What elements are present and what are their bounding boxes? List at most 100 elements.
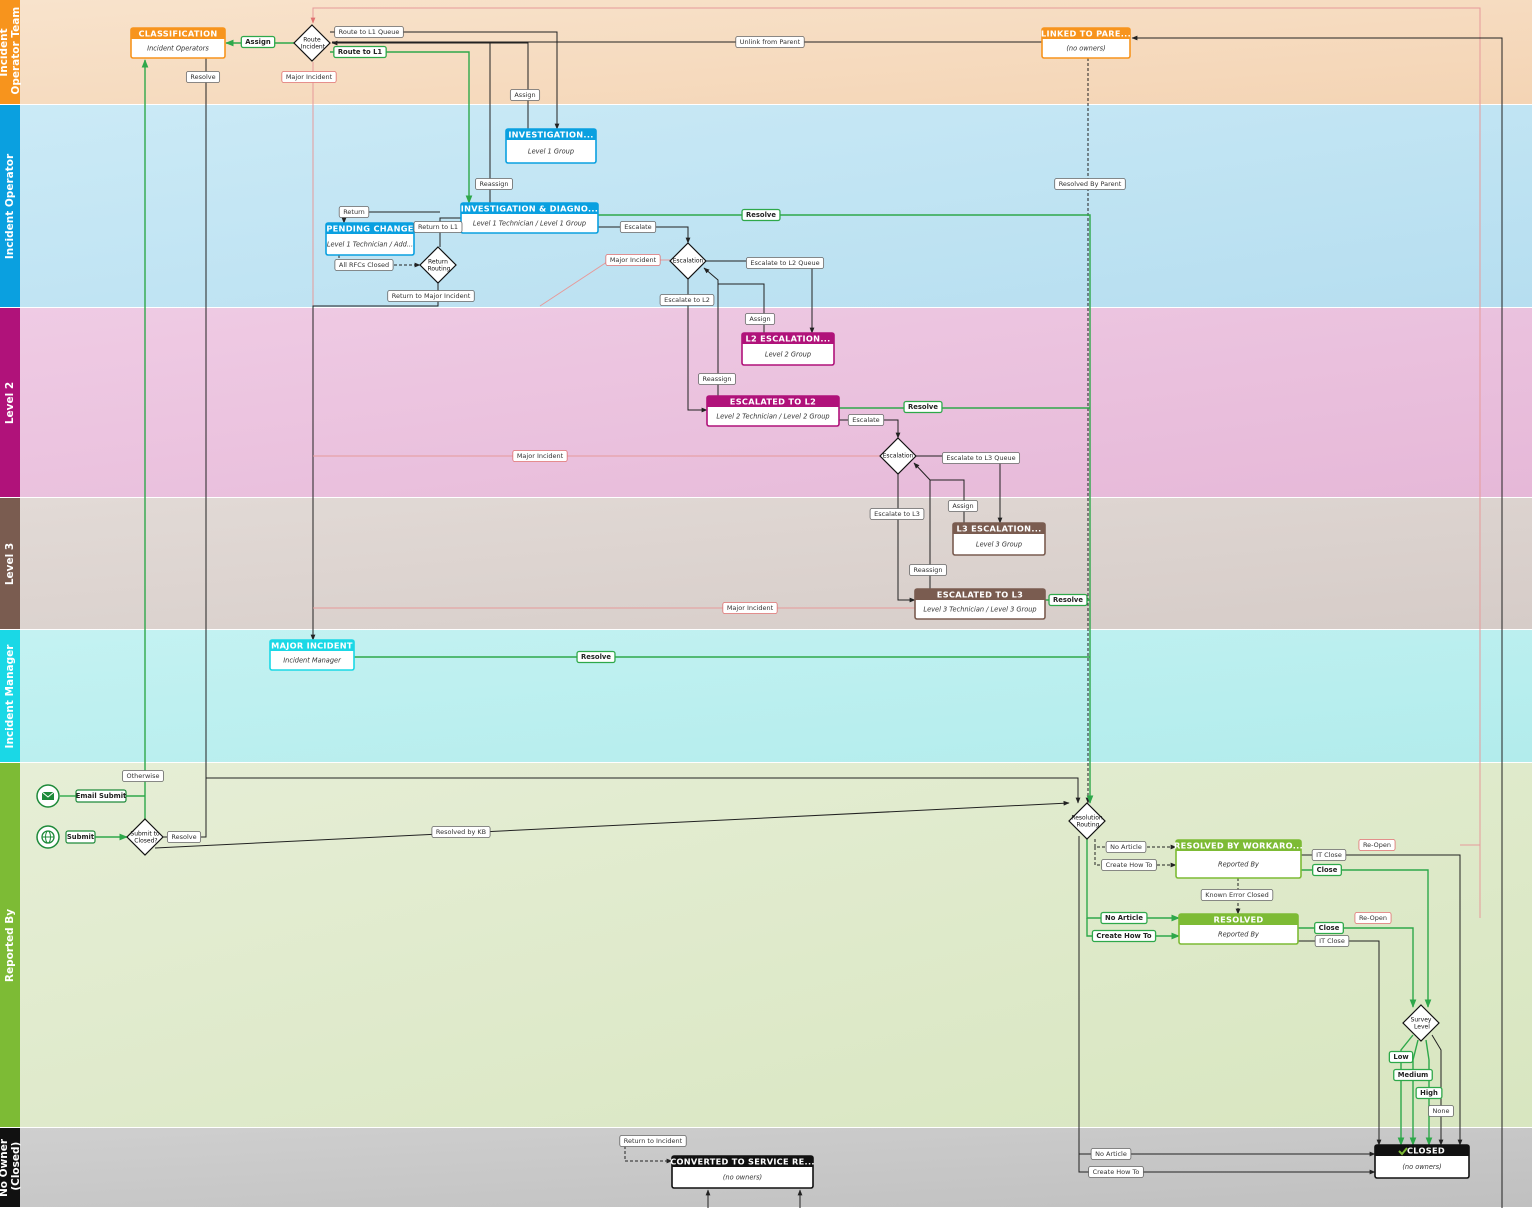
transition-label: Major Incident [281,71,337,83]
state-title: ESCALATED TO L3 [937,590,1023,600]
label-text: Escalate to L3 [874,510,920,518]
label-box [869,508,925,520]
transition-label: Assign [947,500,979,512]
state-owner: Level 1 Technician / Level 1 Group [473,220,586,228]
start-label-box [75,789,127,803]
state-title: L2 ESCALATION... [745,334,830,344]
label-box [941,452,1021,464]
transition-label: Major Incident [605,254,661,266]
label-text: None [1433,1107,1450,1115]
mail-icon [42,792,54,800]
lane-header [0,1128,20,1207]
label-text: Close [1319,924,1340,932]
transition-label: Re-Open [1358,839,1396,851]
state-header [506,129,596,140]
state-owner: Incident Operators [147,45,209,53]
label-text: No Article [1105,914,1143,922]
label-box [619,221,657,233]
state: L3 ESCALATION... Level 3 Group [952,522,1046,556]
label-box [735,36,805,48]
state-owner: (no owners) [1402,1163,1441,1171]
label-text: Re-Open [1363,841,1391,849]
state-title: LINKED TO PARE... [1041,29,1131,39]
transition-line [1078,1154,1376,1175]
transition-label: All RFCs Closed [334,259,394,271]
label-text: Major Incident [727,604,774,612]
label-text: Resolve [190,73,215,81]
label-box [1311,849,1347,861]
decision-label: Escalation [883,453,914,460]
transition-label: Create How To [1088,1166,1144,1178]
lane-name: Level 3 [4,543,16,585]
label-text: Resolve [746,211,776,219]
decision-label: Escalation [673,258,704,265]
state-owner: Level 3 Technician / Level 3 Group [923,606,1036,614]
lane-header [0,105,20,307]
state: INVESTIGATION... Level 1 Group [505,128,597,164]
transition-label: Return to L1 [413,221,463,233]
label-text: Low [1393,1053,1409,1061]
label-box [1428,1105,1454,1117]
state-title: ESCALATED TO L2 [730,397,816,407]
label-box [166,831,202,843]
transition-label: Major Incident [722,602,778,614]
label-box [659,294,715,306]
label-box [744,313,776,325]
label-text: Return to Incident [624,1137,683,1145]
label-box [1054,178,1126,190]
label-text: All RFCs Closed [339,261,389,269]
start-label-box [65,830,96,844]
label-box [741,208,781,222]
lane-header [0,763,20,1127]
start-label: Submit [67,833,95,841]
lane-header [0,630,20,762]
label-box [903,400,943,414]
lane-background [20,105,1532,307]
label-box [1415,1086,1443,1100]
state-header [1042,28,1130,39]
label-text: Otherwise [127,772,160,780]
transition-label: None [1428,1105,1454,1117]
transition-line [1301,854,1463,1146]
lane-name: Incident Operator Team [0,7,22,99]
label-text: IT Close [1316,851,1342,859]
state: ESCALATED TO L2 Level 2 Technician / Leve… [706,395,840,427]
state: PENDING CHANGE Level 1 Technician / Add..… [325,222,415,256]
transition-label: Reassign [698,373,736,385]
label-text: Route to L1 Queue [339,28,400,36]
state-header [461,203,598,214]
transition-label: Assign [509,89,541,101]
transition-label: Return to Major Incident [387,290,475,302]
transition-label: Close [1312,863,1342,877]
decision-label: Survey Level [1411,1016,1432,1030]
label-text: No Article [1095,1150,1127,1158]
label-text: Close [1317,866,1338,874]
state-header [326,223,414,234]
check-icon [1398,1147,1408,1156]
label-text: Assign [952,502,973,510]
label-box [334,259,394,271]
state-title: CONVERTED TO SERVICE RE... [670,1157,815,1167]
transition-label: Re-Open [1354,912,1392,924]
lane-header [0,498,20,629]
lane-header [0,0,20,104]
label-box [1388,1050,1414,1064]
decision [293,24,331,62]
label-box [576,650,616,664]
state-header [953,523,1045,534]
label-box [1090,1148,1132,1160]
lane-background [20,0,1532,104]
state-header [707,396,839,407]
state-title: RESOLVED BY WORKARO... [1174,841,1303,851]
state: INVESTIGATION & DIAGNO... Level 1 Technic… [460,202,599,234]
lane-background [20,630,1532,762]
state: RESOLVED BY WORKARO... Reported By [1174,839,1303,879]
state-owner: Level 2 Technician / Level 2 Group [716,413,829,421]
state-header [1179,914,1298,925]
decision-label: Resolution Routing [1071,814,1103,828]
label-text: Assign [245,38,271,46]
transition-line [1301,869,1432,1008]
label-text: Escalate [852,416,879,424]
